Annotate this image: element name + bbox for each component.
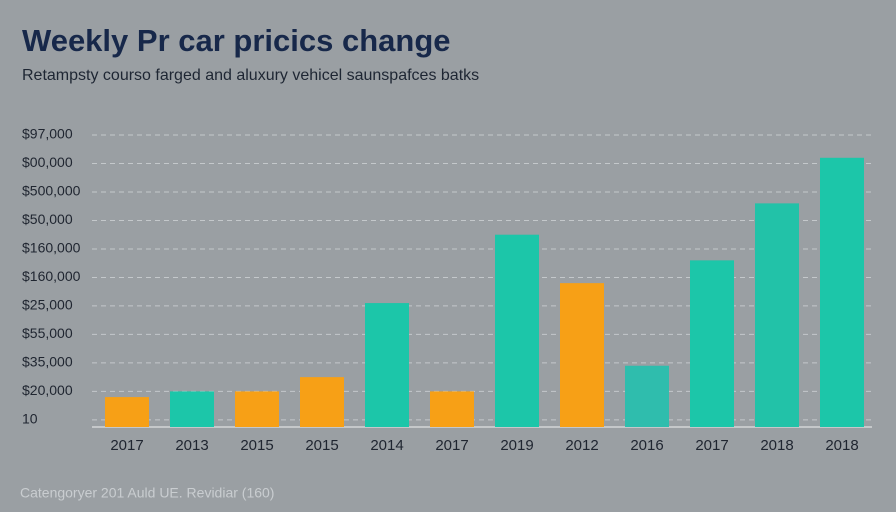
y-tick-label: $160,000	[22, 268, 81, 284]
bar	[690, 260, 734, 427]
y-tick-label: 10	[22, 411, 38, 427]
bar	[560, 283, 604, 427]
bar	[430, 391, 474, 427]
y-tick-label: $35,000	[22, 354, 73, 370]
y-tick-label: $500,000	[22, 183, 81, 199]
y-tick-label: $55,000	[22, 325, 73, 341]
x-tick-label: 2016	[630, 437, 663, 454]
bar	[105, 397, 149, 427]
bar	[365, 303, 409, 427]
bar	[300, 377, 344, 427]
x-tick-label: 2017	[695, 437, 728, 454]
bar	[820, 157, 864, 428]
y-tick-label: $20,000	[22, 382, 73, 398]
x-tick-label: 2017	[435, 437, 468, 454]
y-tick-label: $25,000	[22, 297, 73, 313]
y-tick-label: $50,000	[22, 211, 73, 227]
bar	[235, 391, 279, 427]
x-tick-label: 2018	[760, 437, 793, 454]
x-tick-label: 2019	[500, 437, 533, 454]
footer: Catengoryer 201 Auld UE. Revidiar (160)	[20, 485, 274, 501]
bar	[170, 391, 214, 427]
chart-subtitle: Retampsty courso farged and aluxury vehi…	[22, 67, 479, 84]
bar	[625, 365, 669, 427]
x-tick-label: 2018	[825, 437, 858, 454]
chart-title: Weekly Pr car pricics change	[22, 23, 451, 58]
y-tick-label: $160,000	[22, 240, 81, 256]
y-tick-label: $00,000	[22, 154, 73, 170]
x-tick-label: 2012	[565, 437, 598, 454]
x-tick-label: 2015	[305, 437, 338, 454]
bar	[755, 203, 799, 427]
x-tick-label: 2013	[175, 437, 208, 454]
x-tick-label: 2015	[240, 437, 273, 454]
x-tick-label: 2017	[110, 437, 143, 454]
y-tick-label: $97,000	[22, 126, 73, 142]
x-tick-label: 2014	[370, 437, 403, 454]
bar	[495, 234, 539, 427]
